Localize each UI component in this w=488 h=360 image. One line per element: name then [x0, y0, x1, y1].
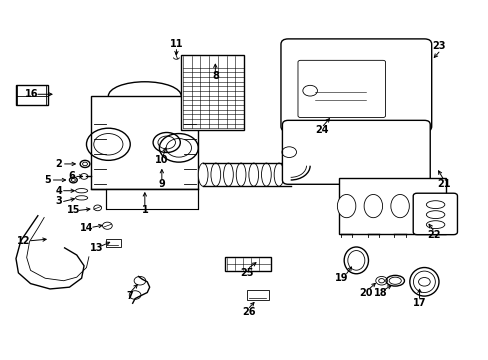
Ellipse shape	[236, 163, 245, 186]
Text: 5: 5	[44, 175, 51, 185]
Text: 23: 23	[431, 41, 445, 51]
FancyBboxPatch shape	[224, 257, 271, 271]
Text: 9: 9	[158, 179, 165, 189]
Text: 24: 24	[315, 125, 328, 135]
Ellipse shape	[261, 163, 271, 186]
Ellipse shape	[198, 163, 207, 186]
FancyBboxPatch shape	[297, 60, 385, 117]
Text: 20: 20	[359, 288, 372, 297]
Text: 8: 8	[211, 71, 218, 81]
Text: 1: 1	[141, 205, 148, 215]
FancyBboxPatch shape	[181, 55, 244, 130]
FancyBboxPatch shape	[16, 85, 47, 105]
Ellipse shape	[390, 194, 408, 218]
Text: 21: 21	[436, 179, 449, 189]
Text: 7: 7	[126, 291, 133, 301]
Ellipse shape	[223, 163, 233, 186]
Ellipse shape	[426, 201, 444, 208]
Text: 18: 18	[373, 288, 386, 297]
Ellipse shape	[248, 163, 258, 186]
Text: 11: 11	[169, 39, 183, 49]
Text: 25: 25	[240, 268, 253, 278]
FancyBboxPatch shape	[106, 189, 198, 208]
Text: 6: 6	[68, 171, 75, 181]
Text: 17: 17	[412, 298, 426, 308]
Ellipse shape	[426, 211, 444, 219]
Text: 13: 13	[89, 243, 103, 253]
Text: 2: 2	[55, 159, 62, 169]
FancyBboxPatch shape	[282, 120, 429, 184]
Text: 22: 22	[427, 230, 440, 240]
FancyBboxPatch shape	[412, 193, 457, 235]
Text: 3: 3	[55, 197, 62, 206]
FancyBboxPatch shape	[339, 178, 446, 234]
Text: 14: 14	[80, 223, 93, 233]
Text: 26: 26	[242, 307, 256, 317]
Ellipse shape	[364, 194, 382, 218]
Text: 10: 10	[155, 156, 168, 165]
FancyBboxPatch shape	[246, 290, 268, 300]
Text: 15: 15	[66, 205, 80, 215]
FancyBboxPatch shape	[106, 239, 120, 247]
Ellipse shape	[274, 163, 284, 186]
Ellipse shape	[337, 194, 355, 218]
Text: 4: 4	[55, 186, 62, 196]
FancyBboxPatch shape	[281, 39, 431, 132]
FancyBboxPatch shape	[91, 96, 198, 189]
Ellipse shape	[210, 163, 220, 186]
Text: 12: 12	[17, 236, 30, 246]
Text: 19: 19	[334, 273, 348, 283]
Text: 16: 16	[25, 89, 38, 99]
Ellipse shape	[426, 221, 444, 229]
